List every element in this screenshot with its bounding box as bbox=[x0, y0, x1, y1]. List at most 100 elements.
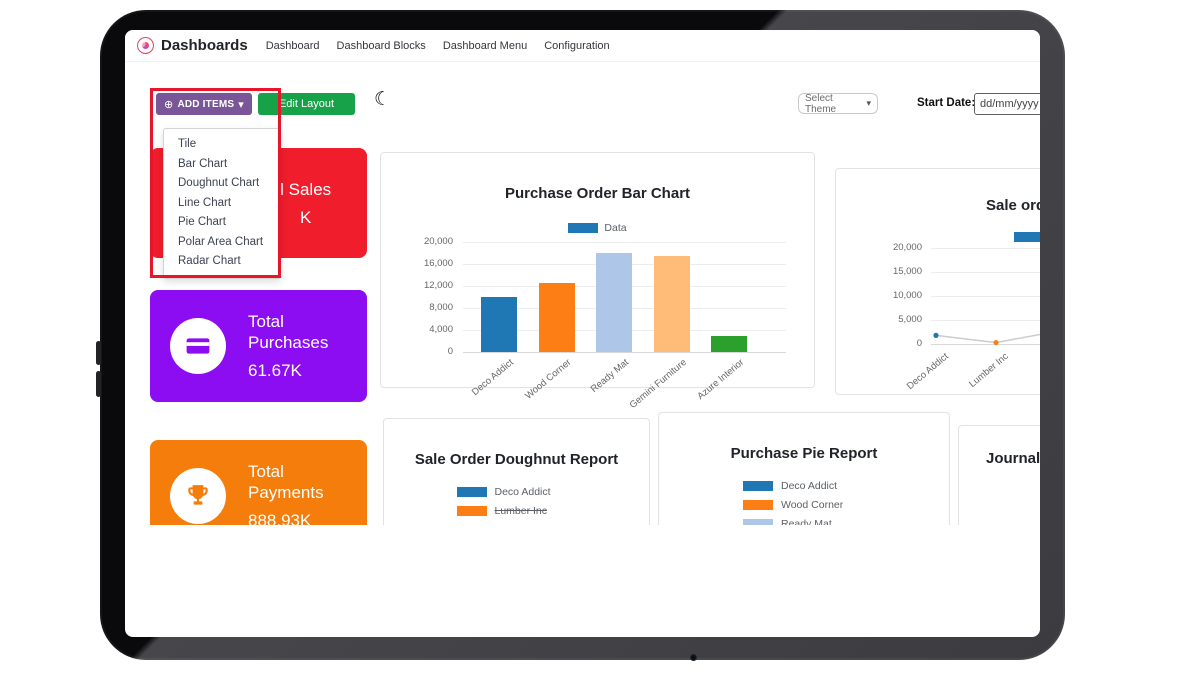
add-icon: ⊕ bbox=[164, 98, 174, 111]
bar bbox=[653, 255, 690, 352]
y-axis-label: 4,000 bbox=[429, 324, 453, 335]
journal-card: Journal bbox=[958, 425, 1040, 525]
tile-total-payments[interactable]: Total Payments 888.93K bbox=[150, 440, 367, 525]
bar-plot-area: 0 4,000 8,000 12,000 16,000 20,000 Deco Addict… bbox=[381, 153, 814, 411]
gridline bbox=[931, 272, 1040, 273]
gridline bbox=[931, 296, 1040, 297]
menu-item-radar-chart[interactable]: Radar Chart bbox=[178, 255, 241, 267]
x-axis-label: Gemini Furniture bbox=[627, 357, 689, 411]
tablet-frame: Dashboards Dashboard Dashboard Blocks Da… bbox=[96, 10, 1065, 661]
add-items-label: ADD ITEMS bbox=[177, 98, 235, 110]
chart-title: Purchase Pie Report bbox=[730, 445, 878, 462]
dark-mode-toggle-icon[interactable]: ☾ bbox=[374, 89, 392, 110]
volume-down-button bbox=[96, 371, 101, 397]
legend-label: Deco Addict bbox=[494, 486, 551, 498]
nav-item-dashboard-blocks[interactable]: Dashboard Blocks bbox=[336, 39, 426, 52]
y-axis-label: 5,000 bbox=[898, 314, 922, 325]
gridline bbox=[463, 352, 786, 353]
bar bbox=[596, 253, 632, 352]
sale-order-line-chart-card: Sale order 05,00010,00015,00020,000Deco … bbox=[835, 168, 1040, 395]
gridline bbox=[463, 242, 786, 243]
tablet-screen: Dashboards Dashboard Dashboard Blocks Da… bbox=[125, 30, 1040, 637]
chart-title: Sale order bbox=[986, 197, 1040, 214]
legend-swatch bbox=[743, 481, 773, 491]
legend-label: Lumber Inc bbox=[494, 505, 548, 517]
y-axis-label: 10,000 bbox=[892, 290, 922, 301]
credit-card-icon bbox=[170, 318, 226, 374]
legend-swatch bbox=[743, 519, 773, 525]
y-axis-label: 0 bbox=[447, 346, 453, 357]
legend-item[interactable]: Wood Corner bbox=[743, 499, 865, 511]
bar bbox=[711, 335, 747, 352]
camera-icon bbox=[690, 654, 697, 661]
x-axis-label: Ready Mat bbox=[588, 357, 632, 395]
y-axis-label: 20,000 bbox=[892, 242, 922, 253]
tile-value: K bbox=[300, 207, 312, 227]
top-navbar: Dashboards Dashboard Dashboard Blocks Da… bbox=[125, 30, 1040, 62]
menu-item-line-chart[interactable]: Line Chart bbox=[178, 196, 232, 209]
purchase-pie-card: Purchase Pie Report Deco Addict Wood Corn… bbox=[658, 412, 950, 525]
legend-swatch bbox=[743, 500, 773, 510]
start-date-input[interactable] bbox=[974, 93, 1040, 115]
doughnut-legend: Deco Addict Lumber Inc bbox=[384, 486, 649, 517]
legend-label: Data bbox=[604, 222, 627, 234]
bar bbox=[481, 297, 517, 352]
gridline bbox=[931, 248, 1040, 249]
edit-layout-button[interactable]: Edit Layout bbox=[258, 93, 355, 115]
legend-label: Wood Corner bbox=[781, 499, 844, 511]
dashboard-content: ⊕ ADD ITEMS ▾ Edit Layout ☾ Select Theme… bbox=[125, 62, 1040, 525]
y-axis-label: 16,000 bbox=[423, 258, 453, 269]
gridline bbox=[931, 344, 1040, 345]
line-series bbox=[933, 332, 1040, 346]
x-axis-label: Wood Corner bbox=[523, 357, 574, 402]
legend-swatch bbox=[456, 487, 487, 497]
menu-item-pie-chart[interactable]: Pie Chart bbox=[178, 216, 226, 228]
legend-item[interactable]: Ready Mat bbox=[743, 518, 865, 525]
menu-item-polar-area-chart[interactable]: Polar Area Chart bbox=[178, 235, 264, 248]
legend-item[interactable]: Lumber Inc bbox=[456, 505, 577, 517]
legend-swatch bbox=[456, 506, 487, 516]
volume-up-button bbox=[96, 341, 101, 365]
menu-item-doughnut-chart[interactable]: Doughnut Chart bbox=[178, 177, 260, 189]
legend-swatch bbox=[568, 223, 599, 233]
start-date-label: Start Date: bbox=[917, 97, 976, 109]
chart-title: Sale Order Doughnut Report bbox=[414, 451, 619, 468]
app-logo-icon[interactable] bbox=[137, 37, 154, 54]
theme-select[interactable]: Select Theme ▾ bbox=[798, 92, 878, 115]
edit-layout-label: Edit Layout bbox=[278, 98, 335, 110]
nav-item-configuration[interactable]: Configuration bbox=[544, 39, 610, 52]
pie-legend: Deco Addict Wood Corner Ready Mat bbox=[659, 480, 949, 525]
y-axis-label: 15,000 bbox=[892, 266, 922, 277]
trophy-icon bbox=[170, 468, 226, 524]
tile-text: Total Payments 888.93K bbox=[248, 461, 360, 525]
caret-down-icon: ▾ bbox=[238, 98, 244, 111]
legend-label: Ready Mat bbox=[781, 518, 832, 525]
line-plot-area: 0 5,000 10,000 15,000 20,000 Deco Addict Lumbe… bbox=[836, 169, 1040, 394]
add-items-button[interactable]: ⊕ ADD ITEMS ▾ bbox=[156, 93, 252, 115]
menu-item-tile[interactable]: Tile bbox=[178, 138, 197, 150]
sale-order-doughnut-card: Sale Order Doughnut Report Deco Addict Lu… bbox=[383, 418, 650, 525]
theme-select-value: Select Theme bbox=[805, 92, 837, 115]
x-axis-label: Azure Interior bbox=[695, 357, 747, 403]
nav-item-dashboard-menu[interactable]: Dashboard Menu bbox=[442, 39, 528, 52]
chevron-down-icon: ▾ bbox=[866, 98, 871, 108]
legend-item[interactable]: Deco Addict bbox=[456, 486, 577, 498]
x-axis-label: Deco Addict bbox=[470, 357, 517, 399]
chart-title: Journal bbox=[986, 450, 1040, 467]
legend-swatch[interactable] bbox=[1014, 232, 1040, 242]
purchase-order-bar-chart-card: Purchase Order Bar Chart Data 0 4,000 8,00… bbox=[380, 152, 815, 411]
chart-title: Purchase Order Bar Chart bbox=[504, 185, 691, 202]
tile-total-purchases[interactable]: Total Purchases 61.67K bbox=[150, 290, 367, 402]
nav-item-dashboard[interactable]: Dashboard bbox=[265, 39, 320, 52]
gridline bbox=[931, 320, 1040, 321]
legend-item[interactable]: Data bbox=[381, 222, 814, 234]
tile-value: 61.67K bbox=[248, 361, 302, 380]
y-axis-label: 12,000 bbox=[423, 280, 453, 291]
y-axis-label: 8,000 bbox=[429, 302, 453, 313]
tile-text: Total Purchases 61.67K bbox=[248, 311, 360, 381]
tile-value: 888.93K bbox=[248, 511, 312, 525]
tile-label: Total Payments bbox=[248, 462, 324, 502]
legend-item[interactable]: Deco Addict bbox=[743, 480, 865, 492]
app-title: Dashboards bbox=[161, 37, 248, 54]
menu-item-bar-chart[interactable]: Bar Chart bbox=[178, 157, 228, 170]
